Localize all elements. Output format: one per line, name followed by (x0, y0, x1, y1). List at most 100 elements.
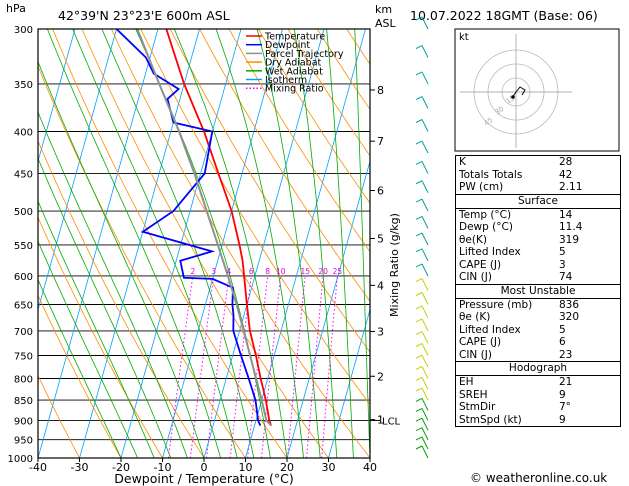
hodograph-param-row: EH 21 (456, 376, 620, 389)
pressure-tick-label: 700 (14, 327, 33, 338)
wind-barb (421, 140, 429, 154)
dry-adiabat (169, 29, 370, 353)
hodograph-param-label: StmDir (459, 401, 496, 413)
wet-adiabat (38, 278, 122, 458)
wind-barb (421, 354, 429, 368)
wind-barb-flag (415, 445, 423, 450)
wind-barb (421, 96, 429, 109)
index-row: PW (cm) 2.11 (456, 181, 620, 194)
index-label: Totals Totals (459, 168, 523, 181)
dry-adiabat (199, 29, 370, 302)
most-unstable-label: θe (K) (459, 311, 491, 323)
wind-barb-flag (415, 292, 423, 296)
x-tick-label: 20 (280, 461, 294, 474)
surface-row: Dewp (°C) 11.4 (456, 221, 620, 234)
surface-value: 3 (559, 258, 566, 271)
most-unstable-row: Lifted Index 5 (456, 324, 620, 337)
wind-barb (421, 445, 429, 459)
mixing-ratio-label: 15 (300, 267, 310, 276)
mixing-ratio-line (247, 275, 269, 458)
wet-adiabat (135, 29, 271, 458)
pressure-tick-label: 900 (14, 416, 33, 427)
wind-barb-flag (415, 343, 423, 347)
legend-label: Isotherm (265, 75, 307, 86)
wet-adiabat (215, 29, 304, 458)
wind-barb-flag (415, 198, 423, 203)
mixing-ratio-line (206, 275, 230, 458)
surface-label: θe(K) (459, 233, 487, 246)
wind-barb-flag (415, 354, 423, 359)
pressure-tick-label: 1000 (8, 454, 33, 465)
index-value: 2.11 (559, 181, 583, 193)
wind-barb (421, 436, 429, 450)
hodograph-param-row: StmSpd (kt) 9 (456, 414, 620, 427)
mixing-ratio-line (287, 275, 306, 458)
mixing-ratio-line (167, 275, 194, 458)
isotherm (328, 308, 370, 458)
legend-label: Wet Adiabat (265, 66, 323, 77)
indices-section: K 28 Totals Totals 42 PW (cm) 2.11 (456, 156, 620, 195)
hodograph-param-value: 21 (559, 376, 573, 388)
wind-barb (421, 119, 429, 132)
index-label: K (459, 156, 466, 168)
isotherm (203, 29, 325, 458)
wind-barb-flag (415, 161, 423, 165)
hodograph-params-section: Hodograph EH 21 SREH 9 StmDir 7° StmSpd (kt) 9 (456, 362, 620, 426)
km-tick-label: 6 (377, 184, 384, 197)
most-unstable-title: Most Unstable (456, 285, 620, 299)
most-unstable-label: CAPE (J) (459, 336, 502, 348)
wind-barb (421, 318, 429, 332)
mixing-ratio-label: 6 (249, 267, 254, 276)
datetime-label: 10.07.2022 18GMT (Base: 06) (410, 8, 598, 23)
x-tick-label: 10 (239, 461, 253, 474)
mixing-ratio-label: 25 (333, 267, 343, 276)
hpa-label: hPa (6, 2, 26, 15)
surface-label: Dewp (°C) (459, 221, 513, 233)
isotherm (245, 29, 366, 458)
x-tick-label: -10 (154, 461, 172, 474)
wet-adiabat (38, 111, 188, 458)
isotherm (162, 29, 283, 458)
wind-barb-flag (415, 318, 423, 323)
km-tick-label: 2 (377, 370, 384, 383)
asl-label: ASL (375, 17, 397, 30)
wind-barb-flag (415, 377, 423, 381)
surface-label: CAPE (J) (459, 258, 502, 271)
legend-label: Parcel Trajectory (265, 49, 344, 60)
x-tick-label: -20 (112, 461, 130, 474)
km-tick-label: 1 (377, 414, 384, 427)
x-tick-label: -40 (29, 461, 47, 474)
hodograph-param-row: StmDir 7° (456, 401, 620, 414)
dry-adiabat (111, 29, 370, 458)
wind-barb (421, 387, 429, 401)
hodograph-param-label: EH (459, 376, 474, 388)
wet-adiabat (293, 29, 338, 458)
wind-barb (421, 16, 429, 30)
wind-barb-flag (415, 45, 423, 49)
storm-motion-marker (511, 95, 515, 99)
wind-barb (421, 292, 429, 305)
mixing-ratio-label: 4 (227, 267, 232, 276)
hodograph-ring-label: 30 (494, 105, 506, 117)
legend-label: Dewpoint (265, 40, 310, 51)
dry-adiabat (81, 29, 329, 458)
stats-table: K 28 Totals Totals 42 PW (cm) 2.11 Surface Te… (455, 155, 621, 427)
x-tick-label: 40 (363, 461, 377, 474)
most-unstable-value: 6 (559, 336, 566, 348)
wind-barb (421, 366, 429, 379)
wind-barb (421, 45, 429, 58)
mixing-ratio-line (229, 275, 252, 458)
wind-barb-flag (415, 397, 423, 402)
surface-row: Temp (°C) 14 (456, 209, 620, 222)
hodograph-param-label: SREH (459, 388, 488, 401)
pressure-tick-label: 600 (14, 272, 33, 283)
wind-barb (421, 331, 429, 344)
plot-grid (38, 29, 370, 458)
mixing-ratio-labels: 2 3 4 6 8 10 15 20 25 (190, 267, 342, 276)
x-tick-label: 0 (201, 461, 208, 474)
km-tick-label: 5 (377, 232, 384, 245)
surface-value: 11.4 (559, 221, 583, 233)
dry-adiabat (38, 216, 163, 458)
dry-adiabat (228, 29, 370, 253)
